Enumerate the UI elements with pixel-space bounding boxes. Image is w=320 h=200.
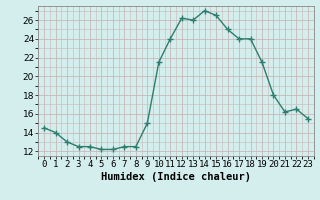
X-axis label: Humidex (Indice chaleur): Humidex (Indice chaleur)	[101, 172, 251, 182]
